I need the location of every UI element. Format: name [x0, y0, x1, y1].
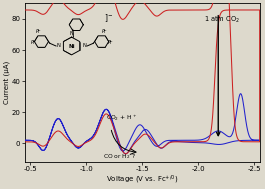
Y-axis label: Current (μA): Current (μA) — [3, 61, 10, 104]
Text: CO$_2$ + H$^+$: CO$_2$ + H$^+$ — [106, 113, 137, 123]
Text: CO or H$_2$ ?: CO or H$_2$ ? — [103, 153, 136, 161]
Text: 1 atm CO$_2$: 1 atm CO$_2$ — [204, 14, 240, 25]
X-axis label: Voltage (V vs. Fc$^{+/0}$): Voltage (V vs. Fc$^{+/0}$) — [106, 173, 178, 186]
